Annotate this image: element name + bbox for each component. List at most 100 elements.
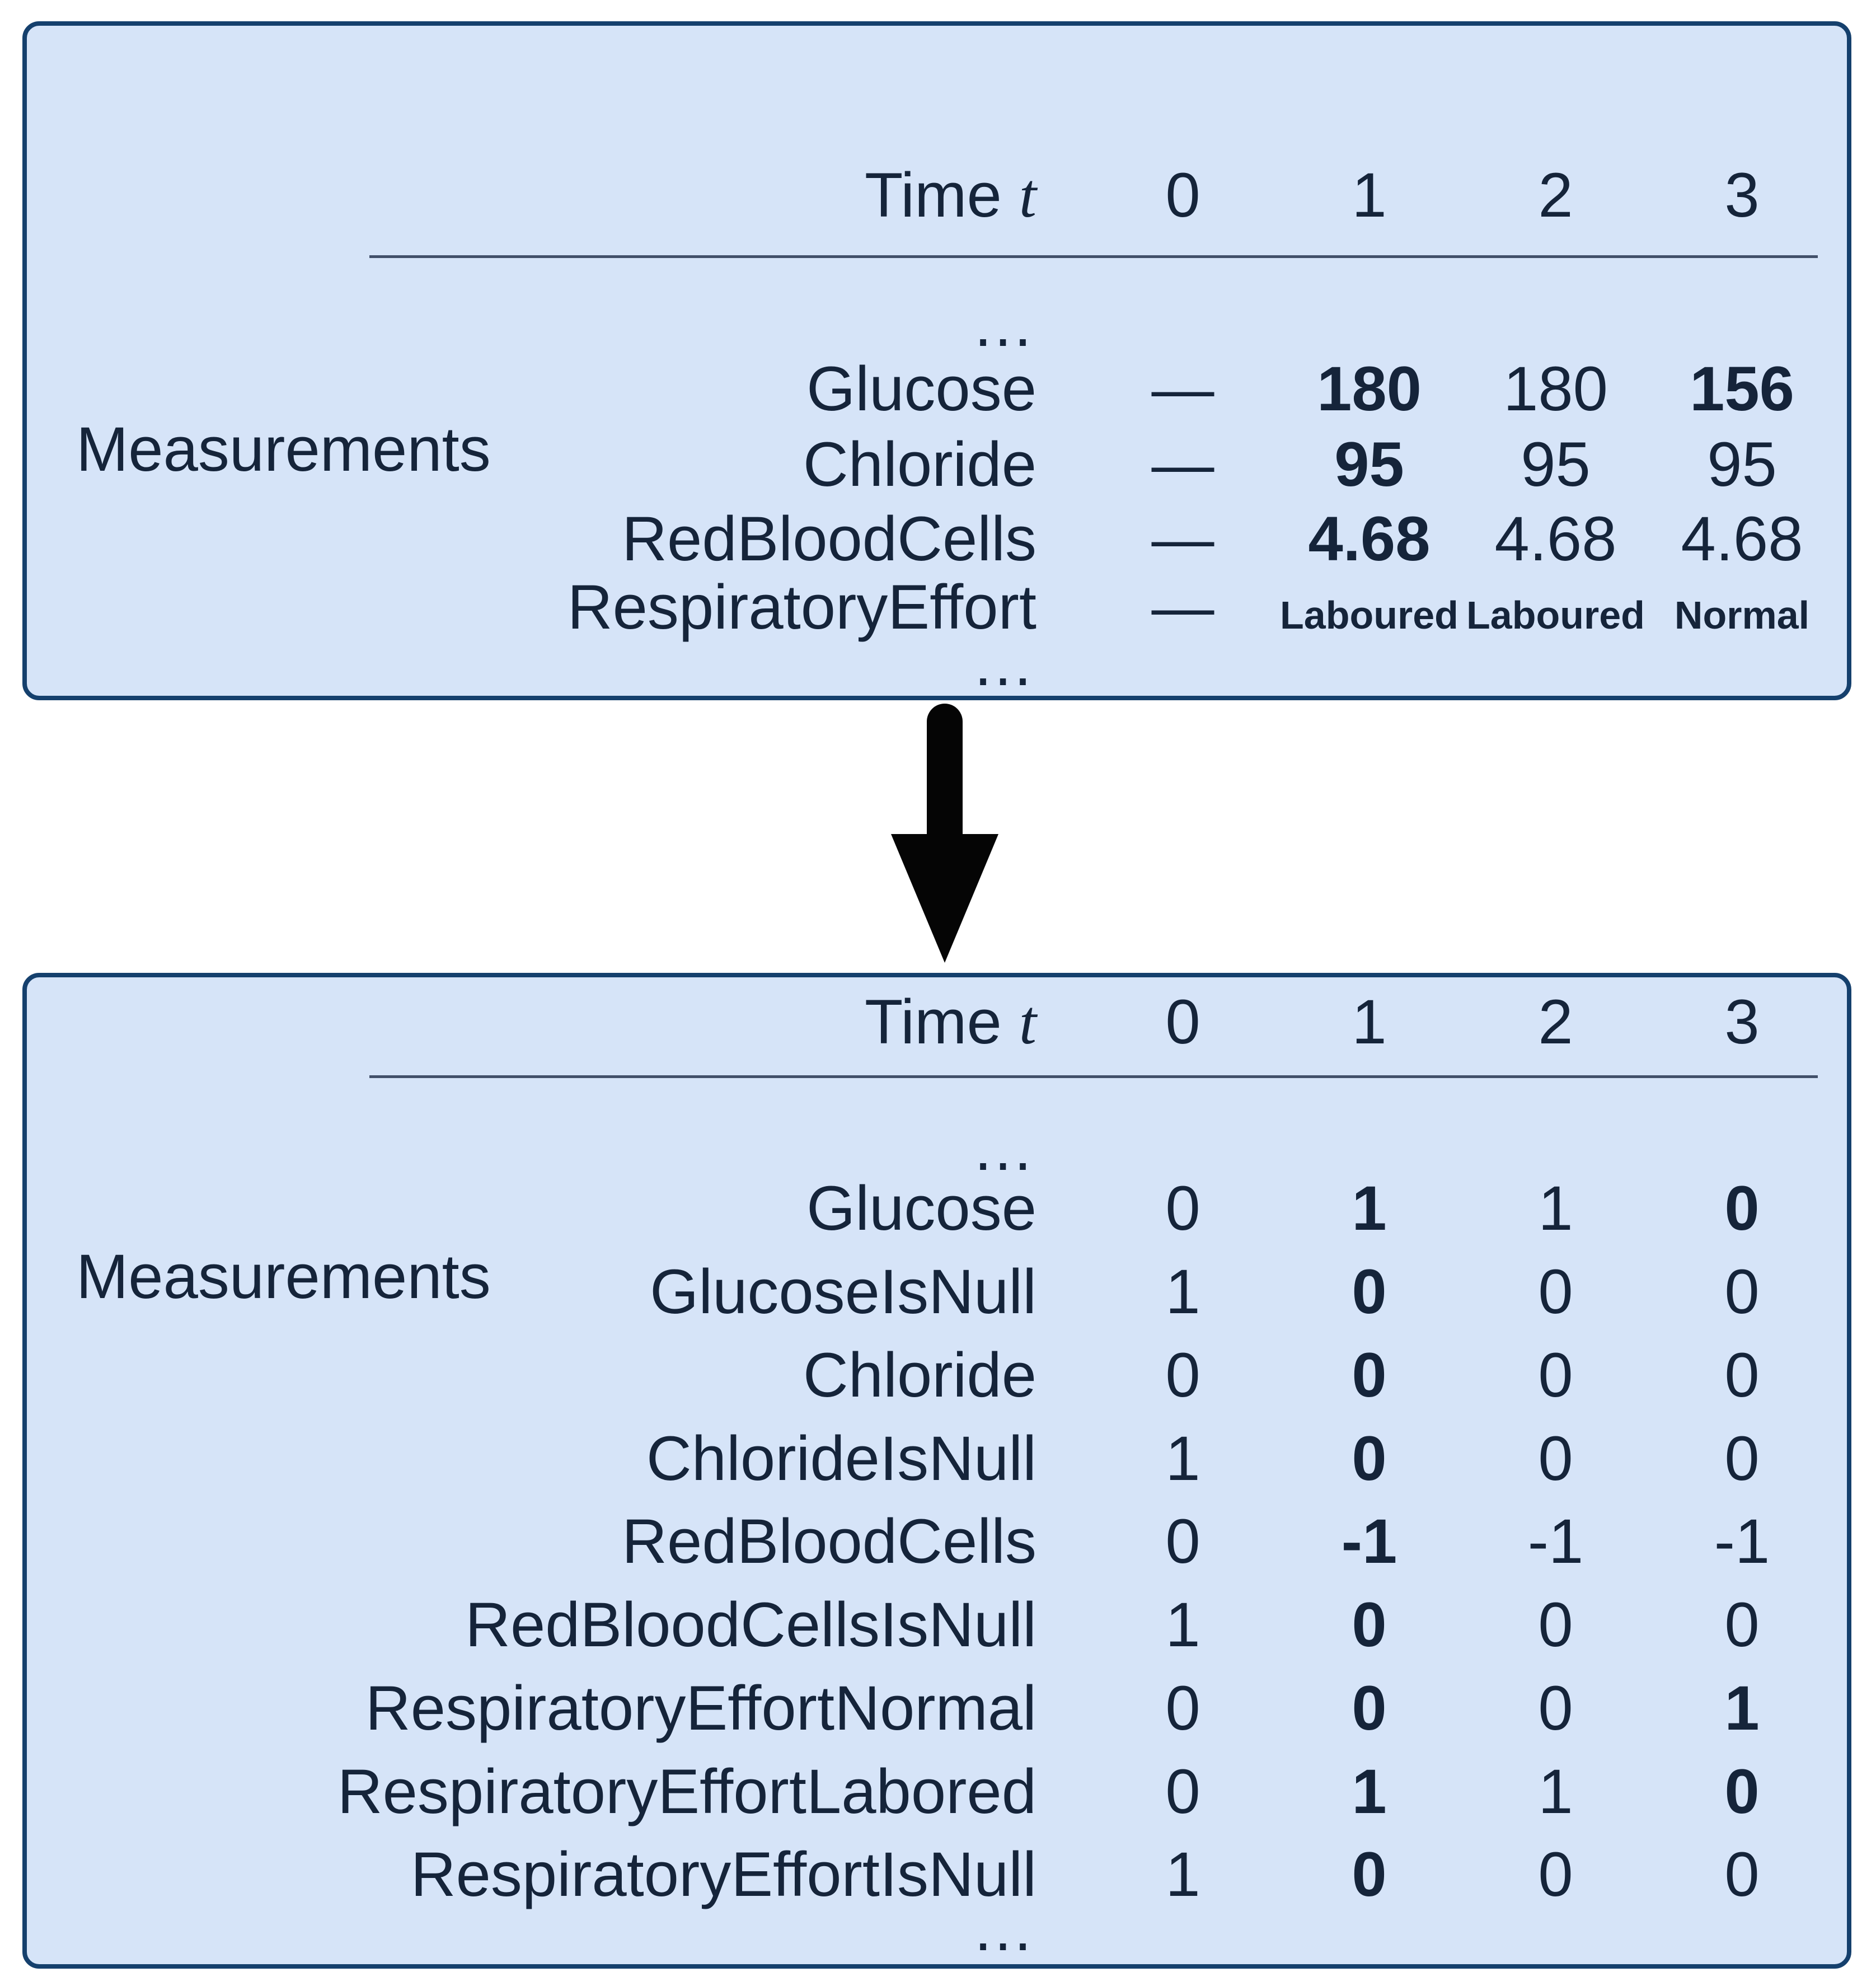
table-row: Glucose —180 180 156: [27, 350, 1835, 428]
table-row: RespiratoryEffortIsNull 1 0 0 0: [27, 1835, 1835, 1914]
time-header: Time t: [27, 163, 1090, 227]
ellipsis: …: [972, 1113, 1037, 1183]
cell-value: 0: [1276, 1677, 1462, 1740]
row-label: Glucose: [806, 354, 1037, 424]
value-text: 0: [1724, 1757, 1760, 1826]
time-column-header-3: 3: [1724, 160, 1760, 230]
cell-value: 0: [1462, 1344, 1649, 1407]
cell-value: 1: [1090, 1843, 1276, 1906]
value-text: —: [1151, 504, 1214, 574]
cell-value: -1: [1276, 1510, 1462, 1573]
cell-value: 1: [1090, 1261, 1276, 1323]
time-header-label: Time: [865, 986, 1002, 1057]
cell-value: 95: [1276, 433, 1462, 496]
cell-value: 1: [1649, 1677, 1835, 1740]
row-label: Chloride: [803, 1340, 1037, 1410]
value-text: 0: [1352, 1257, 1387, 1327]
cell-value: 0: [1462, 1261, 1649, 1323]
time-column-header-1: 1: [1352, 160, 1387, 230]
time-column-header-0: 0: [1165, 987, 1200, 1057]
cell-value: -1: [1649, 1510, 1835, 1573]
ellipsis-row: …: [27, 285, 1835, 364]
cell-value: 0: [1090, 1677, 1276, 1740]
cell-value: 0: [1649, 1427, 1835, 1490]
value-text: 0: [1538, 1590, 1573, 1660]
cell-value: 0: [1462, 1427, 1649, 1490]
time-column-header-0: 0: [1165, 160, 1200, 230]
value-text: 0: [1724, 1340, 1760, 1410]
value-text: 95: [1334, 429, 1404, 499]
cell-value: 180: [1462, 358, 1649, 420]
cell-value: 0: [1090, 1510, 1276, 1573]
value-text: 4.68: [1681, 504, 1803, 574]
cell-value: 95: [1462, 433, 1649, 496]
table-row: RespiratoryEffortLabored 0 1 1 0: [27, 1753, 1835, 1831]
row-label: ChlorideIsNull: [646, 1423, 1037, 1493]
time-header: Time t: [27, 990, 1090, 1054]
table-row: ChlorideIsNull 1 0 0 0: [27, 1420, 1835, 1498]
value-text: 4.68: [1308, 504, 1431, 574]
table-row: RedBloodCells 0 -1 -1 -1: [27, 1502, 1835, 1581]
cell-value: 0: [1649, 1344, 1835, 1407]
cell-value: 0: [1090, 1344, 1276, 1407]
value-text: 0: [1538, 1340, 1573, 1410]
header-divider: [369, 255, 1818, 258]
value-text: 0: [1352, 1340, 1387, 1410]
cell-value: 0: [1276, 1261, 1462, 1323]
cell-value: 1: [1090, 1427, 1276, 1490]
table-row: GlucoseIsNull 1 0 0 0: [27, 1253, 1835, 1331]
table-row: RespiratoryEffortNormal 0 0 0 1: [27, 1669, 1835, 1748]
row-label: RespiratoryEffortNormal: [365, 1673, 1037, 1743]
cell-value: 95: [1649, 433, 1835, 496]
table-row: RedBloodCells —4.68 4.68 4.68: [27, 500, 1835, 578]
value-text: 1: [1165, 1423, 1200, 1493]
value-text: 0: [1352, 1673, 1387, 1743]
cell-value: 1: [1462, 1760, 1649, 1823]
table-header-row: Time t 0 1 2 3: [27, 983, 1835, 1061]
value-text: 1: [1165, 1257, 1200, 1327]
cell-value: 0: [1649, 1594, 1835, 1656]
cell-value: 0: [1090, 1177, 1276, 1240]
cell-value: 1: [1276, 1760, 1462, 1823]
ellipsis-row: …: [27, 1890, 1835, 1968]
cell-value: 1: [1462, 1177, 1649, 1240]
value-text: 0: [1165, 1340, 1200, 1410]
time-column-header-1: 1: [1352, 987, 1387, 1057]
table-row: Chloride —95 95 95: [27, 425, 1835, 504]
cell-value: 4.68: [1276, 508, 1462, 570]
row-label: RespiratoryEffort: [567, 572, 1037, 642]
value-text: 95: [1707, 429, 1777, 499]
row-label: RedBloodCellsIsNull: [465, 1590, 1037, 1660]
cell-value: 4.68: [1462, 508, 1649, 570]
cell-value: Normal: [1649, 576, 1835, 639]
table-row: RespiratoryEffort — Laboured Laboured Normal: [27, 568, 1835, 647]
cell-value: Laboured: [1276, 576, 1462, 639]
cell-value: —: [1090, 358, 1276, 420]
value-text: 180: [1317, 354, 1422, 424]
cell-value: 0: [1276, 1594, 1462, 1656]
value-text: 1: [1165, 1590, 1200, 1660]
value-text: 0: [1538, 1673, 1573, 1743]
value-text: 0: [1538, 1839, 1573, 1909]
value-text: 0: [1165, 1173, 1200, 1243]
down-arrow-shaft: [927, 704, 963, 844]
time-column-header-2: 2: [1538, 987, 1573, 1057]
time-header-label: Time: [865, 160, 1002, 230]
encoded-measurements-panel: Measurements Time t 0 1 2 3 … Glucose 0 1 1…: [22, 973, 1851, 1969]
row-label: RespiratoryEffortIsNull: [410, 1839, 1037, 1909]
value-text: 0: [1724, 1423, 1760, 1493]
cell-value: 1: [1276, 1177, 1462, 1240]
cell-value: 156: [1649, 358, 1835, 420]
value-text: 0: [1538, 1423, 1573, 1493]
value-text: —: [1151, 354, 1214, 424]
value-text: 0: [1352, 1590, 1387, 1660]
row-label: RedBloodCells: [622, 1506, 1037, 1576]
value-text: 0: [1538, 1257, 1573, 1327]
value-text: -1: [1714, 1506, 1770, 1576]
cell-value: 0: [1276, 1344, 1462, 1407]
value-text: 0: [1724, 1590, 1760, 1660]
cell-value: 1: [1090, 1594, 1276, 1656]
value-text: 0: [1724, 1839, 1760, 1909]
value-text: -1: [1527, 1506, 1584, 1576]
cell-value: 0: [1649, 1177, 1835, 1240]
